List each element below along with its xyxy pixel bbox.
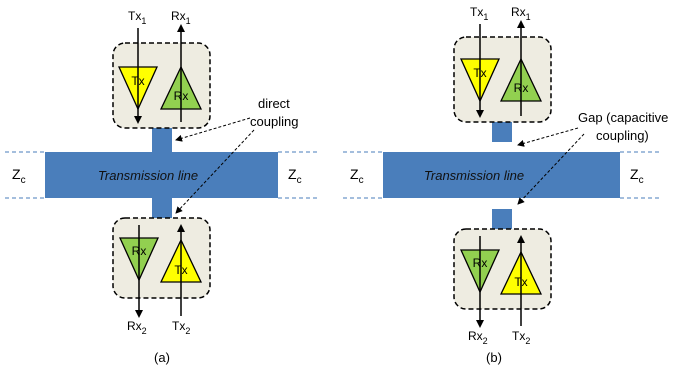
annotation-arrow-top [175,117,251,142]
rx2-label: Rx2 [468,329,488,346]
rx1-label: Rx1 [511,5,531,22]
top-transceiver-box [453,36,552,123]
transmission-line-label: Transmission line [424,168,524,183]
annotation-arrow-top [517,127,579,147]
bottom-stub [492,209,512,229]
transmission-line [45,152,278,198]
bottom-transceiver-box [453,228,552,310]
top-stub [152,128,172,152]
zc-right-label: Zc [630,166,644,186]
rx2-label: Rx2 [127,319,147,336]
tx1-label: Tx1 [470,5,488,22]
panel-b: Transmission line Zc Zc Tx Rx Tx1 Rx1 Rx… [343,5,672,365]
caption-a: (a) [154,350,170,365]
annotation-arrow-bottom [175,129,255,214]
gap-capacitive-coupling-annotation: Gap (capacitive coupling) [578,110,672,143]
annotation-arrow-bottom [517,133,585,205]
direct-coupling-annotation: direct coupling [250,96,298,129]
panel-a: Transmission line Zc Zc Tx Rx Tx1 Rx1 Rx… [5,9,318,365]
bottom-transceiver-box [112,217,211,299]
tx2-label: Tx2 [172,319,190,336]
transmission-line-label: Transmission line [98,168,198,183]
zc-left-label: Zc [350,166,364,186]
transmission-line [383,152,620,198]
tx2-label: Tx2 [512,329,530,346]
rx1-label: Rx1 [171,9,191,26]
top-stub [492,122,512,142]
bottom-stub [152,198,172,218]
tx1-label: Tx1 [128,9,146,26]
zc-right-label: Zc [288,166,302,186]
zc-left-label: Zc [12,166,26,186]
caption-b: (b) [486,350,502,365]
